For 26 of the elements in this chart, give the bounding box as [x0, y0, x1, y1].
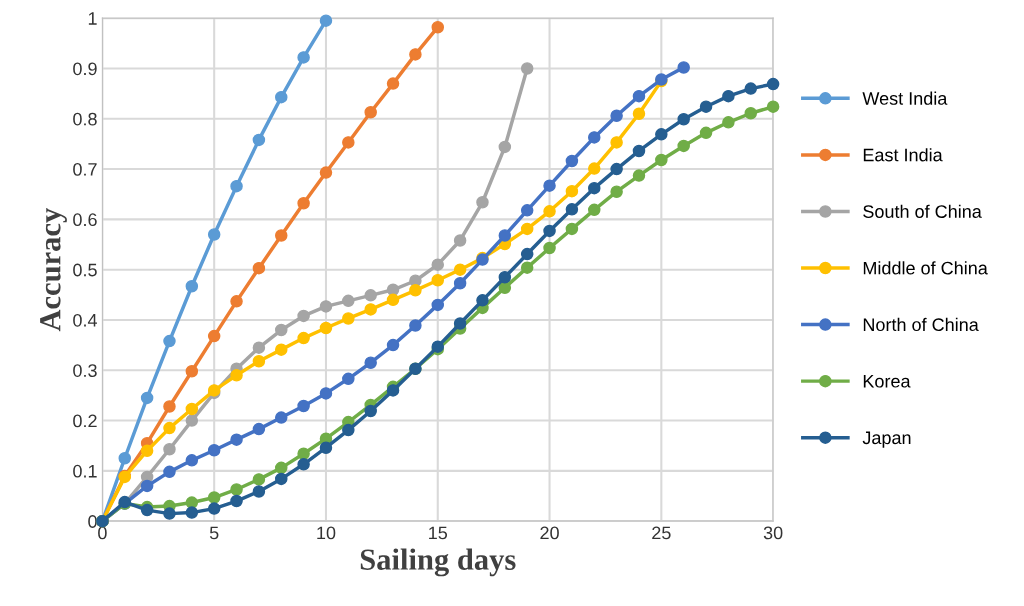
- y-tick-label: 1: [88, 12, 97, 25]
- legend-label: East India: [863, 148, 943, 162]
- legend-label: Japan: [862, 431, 911, 448]
- y-tick-label: 0.3: [73, 364, 97, 377]
- y-tick-label: 0.7: [73, 163, 97, 176]
- y-axis-title: Accuracy: [40, 208, 67, 332]
- legend-label: South of China: [863, 204, 982, 218]
- y-tick-label: 0.9: [73, 62, 97, 76]
- x-tick-label: 0: [98, 526, 107, 540]
- x-tick-label: 15: [429, 526, 448, 540]
- y-tick-label: 0.2: [73, 414, 97, 428]
- legend-label: Middle of China: [863, 261, 988, 275]
- x-axis-title: Sailing days: [360, 548, 516, 577]
- legend-label: Korea: [863, 375, 911, 388]
- x-tick-label: 30: [763, 526, 783, 540]
- x-tick-label: 20: [540, 526, 559, 540]
- y-tick-label: 0.8: [73, 112, 97, 126]
- y-tick-label: 0.4: [73, 313, 98, 327]
- y-tick-label: 0.1: [73, 464, 97, 478]
- legend-label: North of China: [863, 317, 979, 332]
- y-tick-label: 0.5: [73, 263, 97, 277]
- x-tick-label: 5: [209, 526, 219, 540]
- y-tick-label: 0.6: [73, 213, 97, 227]
- x-tick-label: 25: [652, 526, 671, 540]
- x-tick-label: 10: [317, 526, 336, 540]
- legend-label: West India: [862, 91, 948, 105]
